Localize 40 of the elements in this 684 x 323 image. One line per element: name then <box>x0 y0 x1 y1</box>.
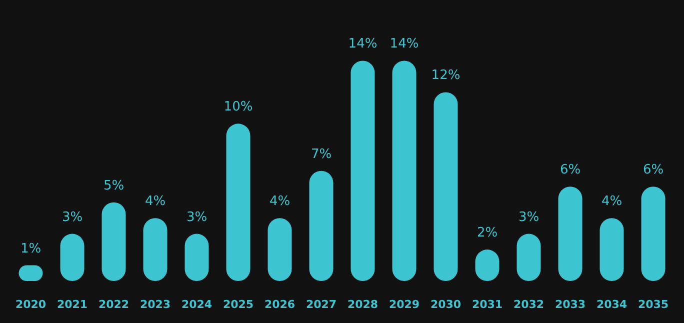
x-tick-label: 2029 <box>388 298 420 311</box>
bar <box>392 60 416 281</box>
x-tick-label: 2023 <box>140 298 171 311</box>
x-tick-label: 2020 <box>15 298 46 311</box>
data-label: 7% <box>310 146 332 162</box>
bar <box>641 186 666 281</box>
bar <box>309 170 334 281</box>
x-tick-label: 2034 <box>596 298 628 311</box>
data-label: 1% <box>20 241 42 256</box>
x-tick-label: 2032 <box>513 298 544 311</box>
data-label: 4% <box>601 194 622 210</box>
x-tick-label: 2026 <box>264 298 296 311</box>
bar <box>350 60 375 281</box>
data-label: 4% <box>144 194 166 210</box>
data-label: 14% <box>348 36 378 52</box>
x-tick-label: 2024 <box>181 298 212 311</box>
bar <box>102 202 126 281</box>
data-label: 10% <box>224 100 253 115</box>
data-label: 5% <box>103 178 124 194</box>
x-tick-label: 2021 <box>56 298 88 311</box>
x-tick-label: 2028 <box>347 298 378 311</box>
data-label: 6% <box>642 162 664 178</box>
bar <box>434 92 458 281</box>
data-label: 3% <box>518 210 540 225</box>
data-label: 6% <box>560 162 581 178</box>
data-label: 3% <box>186 210 208 225</box>
data-label: 4% <box>269 194 290 210</box>
x-tick-label: 2035 <box>638 298 669 311</box>
x-tick-label: 2033 <box>554 298 586 311</box>
data-label: 14% <box>390 36 419 52</box>
x-tick-label: 2030 <box>430 298 462 311</box>
bar <box>226 124 250 281</box>
x-tick-label: 2022 <box>98 298 130 311</box>
data-label: 2% <box>476 226 498 241</box>
x-tick-label: 2027 <box>306 298 337 311</box>
data-label: 3% <box>62 210 83 225</box>
x-tick-label: 2025 <box>222 298 254 311</box>
bar <box>558 186 582 281</box>
x-tick-label: 2031 <box>472 298 503 311</box>
data-label: 12% <box>431 68 460 84</box>
